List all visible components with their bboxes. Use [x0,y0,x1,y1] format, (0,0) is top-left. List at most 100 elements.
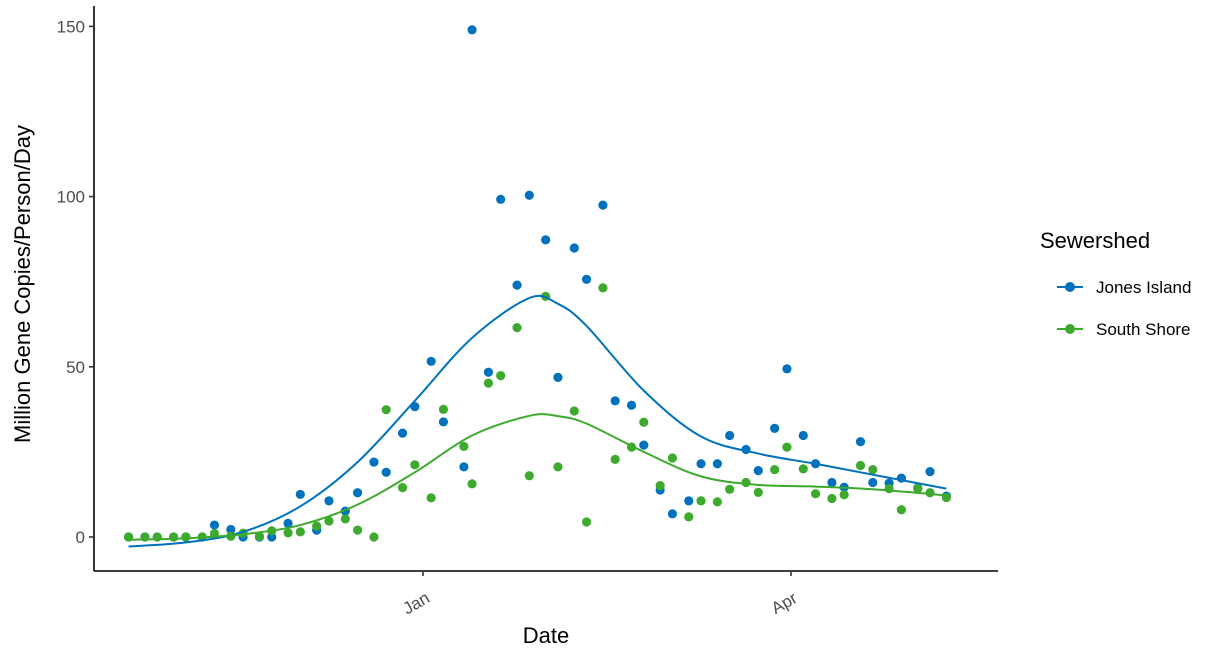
data-point [696,496,706,506]
data-point [655,480,665,491]
legend-key-point [1065,282,1075,292]
data-point [312,521,322,531]
data-point [598,283,608,293]
legend-item-south-shore[interactable]: South Shore [1057,320,1191,339]
data-point [381,467,391,477]
data-point [496,194,506,204]
data-point [753,487,763,497]
data-point [397,483,408,493]
data-point [798,430,808,441]
data-point [295,527,305,537]
data-point [855,437,866,447]
data-point [459,441,469,452]
data-point [896,505,907,515]
data-point [684,496,694,506]
y-tick-label: 150 [57,17,85,36]
data-point [925,467,935,477]
series-points-1 [124,283,951,542]
data-point [667,453,678,463]
y-axis-title: Million Gene Copies/Person/Day [10,125,35,443]
data-point [827,477,837,488]
data-point [810,489,821,499]
x-tick-label: Apr [768,588,801,618]
data-point [467,25,477,35]
data-point [426,356,436,366]
legend-label: South Shore [1096,320,1191,339]
data-point [667,509,678,519]
data-point [827,493,837,504]
data-point [712,497,723,507]
data-point [639,440,649,450]
data-point [369,532,379,542]
smooth-line-1 [128,413,947,541]
data-point [598,200,608,210]
data-point [782,364,792,374]
data-point [459,462,469,472]
data-point [639,417,649,427]
data-point [283,518,293,528]
data-point [725,430,735,441]
data-point [283,528,293,538]
data-point [352,525,363,535]
data-point [553,372,563,382]
x-tick-label: Jan [400,588,433,618]
data-point [868,464,878,475]
legend-label: Jones Island [1096,278,1191,297]
data-point [770,464,780,475]
data-point [925,488,935,498]
data-point [725,484,735,494]
data-point [381,405,391,415]
data-point [696,459,706,469]
y-tick-label: 100 [57,188,85,207]
data-point [581,517,592,527]
data-point [798,464,808,474]
data-point [512,323,522,333]
data-point [295,489,305,500]
legend: Sewershed Jones Island South Shore [1040,228,1191,339]
data-point [569,243,579,253]
x-axis-title: Date [523,623,569,648]
data-point [512,280,522,290]
data-point [324,516,334,526]
data-point [426,493,436,503]
data-point [483,367,494,377]
legend-item-jones-island[interactable]: Jones Island [1057,278,1191,297]
data-point [770,423,780,433]
data-point [839,490,849,500]
data-point [168,532,179,542]
axes: 0 50 100 150 Jan Apr [57,6,998,618]
data-point [496,371,506,381]
data-point [684,512,694,522]
data-point [782,442,792,452]
data-point [467,479,477,489]
legend-title: Sewershed [1040,228,1150,253]
data-point [352,488,363,498]
data-point [226,524,236,535]
data-point [369,457,379,467]
data-point [410,460,420,470]
series-points-0 [124,25,951,542]
data-point [610,396,620,406]
data-point [438,404,449,414]
data-point [626,400,637,410]
data-point [753,465,763,476]
data-point [181,532,191,542]
data-point [913,484,923,494]
y-tick-label: 0 [76,528,85,547]
data-point [483,378,494,388]
data-point [553,462,563,472]
data-point [524,190,534,200]
data-point [324,496,334,506]
data-point [438,417,449,427]
data-point [569,406,579,416]
data-point [884,484,894,494]
y-tick-label: 50 [66,358,85,377]
data-point [541,235,551,245]
legend-key-point [1065,324,1075,334]
data-point [209,520,220,530]
data-point [712,459,723,469]
data-point [581,274,592,284]
data-point [855,460,866,471]
data-point [524,471,534,481]
